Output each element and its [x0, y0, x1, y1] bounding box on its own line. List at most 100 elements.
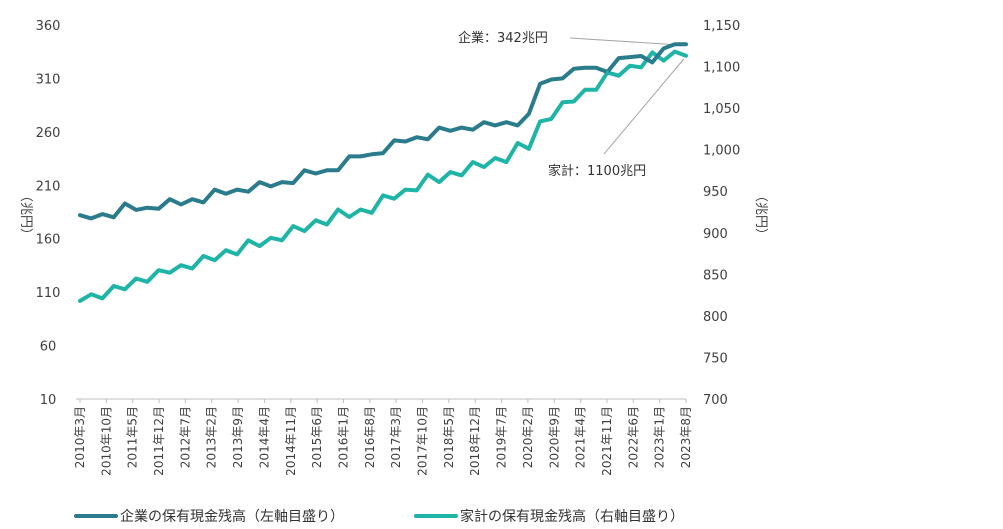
household-point — [460, 173, 464, 177]
corporate-point — [213, 188, 217, 192]
corporate-cash-line — [78, 42, 688, 221]
household-point — [572, 99, 576, 103]
corporate-point — [370, 152, 374, 156]
corporate-point — [460, 126, 464, 130]
corporate-point — [246, 190, 250, 194]
household-point — [561, 100, 565, 104]
left-tick-label: 210 — [36, 179, 61, 194]
corporate-point — [448, 129, 452, 133]
left-axis-label: （兆円） — [18, 189, 33, 241]
corporate-leader-line — [569, 37, 685, 46]
x-tick-label: 2013年9月 — [231, 406, 245, 468]
household-point — [639, 65, 643, 69]
x-tick-label: 2020年2月 — [521, 406, 535, 468]
corporate-point — [493, 123, 497, 127]
corporate-point — [291, 181, 295, 185]
x-tick-label: 2010年10月 — [99, 406, 113, 476]
household-point — [549, 117, 553, 121]
corporate-point — [650, 60, 654, 64]
corporate-point — [527, 112, 531, 116]
x-tick-label: 2015年6月 — [310, 406, 324, 468]
x-tick-label: 2013年2月 — [205, 406, 219, 468]
household-point — [359, 208, 363, 212]
corporate-point — [269, 184, 273, 188]
household-point — [650, 50, 654, 54]
x-tick-label: 2017年10月 — [416, 406, 430, 476]
annotation-lines — [569, 37, 685, 155]
left-tick-label: 10 — [40, 393, 57, 408]
x-tick-label: 2016年1月 — [336, 406, 350, 468]
household-point — [112, 284, 116, 288]
left-tick-label: 60 — [40, 340, 57, 355]
left-tick-label: 360 — [36, 19, 61, 34]
household-point — [258, 244, 262, 248]
household-point — [370, 211, 374, 215]
household-point — [201, 254, 205, 258]
household-point — [448, 170, 452, 174]
household-point — [392, 197, 396, 201]
household-point — [684, 54, 688, 58]
x-tick-label: 2022年6月 — [626, 406, 640, 468]
corporate-point — [381, 151, 385, 155]
household-point — [594, 88, 598, 92]
corporate-point — [504, 120, 508, 124]
x-tick-label: 2014年11月 — [284, 406, 298, 476]
household-point — [504, 160, 508, 164]
right-tick-label: 1,000 — [703, 144, 740, 159]
corporate-point — [347, 154, 351, 158]
corporate-point — [662, 47, 666, 51]
legend: 企業の保有現金残高（左軸目盛り） 家計の保有現金残高（右軸目盛り） — [74, 508, 684, 525]
left-tick-label: 110 — [36, 286, 61, 301]
right-tick-label: 1,100 — [703, 61, 740, 76]
household-point — [381, 193, 385, 197]
corporate-point — [258, 180, 262, 184]
corporate-annotation: 企業：342兆円 — [458, 30, 548, 46]
corporate-point — [415, 135, 419, 139]
household-leader-line — [603, 58, 685, 155]
household-point — [168, 271, 172, 275]
x-tick-label: 2018年12月 — [468, 406, 482, 476]
corporate-point — [123, 201, 127, 205]
corporate-point — [538, 82, 542, 86]
corporate-point — [684, 42, 688, 46]
right-axis-ticks: 700 750 800 850 900 950 1,000 1,050 1,100 1,150 — [703, 19, 740, 408]
household-point — [482, 165, 486, 169]
x-tick-label: 2014年4月 — [257, 406, 271, 468]
household-point — [100, 296, 104, 300]
legend-label-household: 家計の保有現金残高（右軸目盛り） — [460, 508, 684, 525]
corporate-point — [639, 54, 643, 58]
x-tick-label: 2021年11月 — [600, 406, 614, 476]
corporate-point — [179, 203, 183, 207]
corporate-point — [280, 180, 284, 184]
household-point — [134, 276, 138, 280]
corporate-point — [314, 172, 318, 176]
household-point — [426, 173, 430, 177]
x-tick-label: 2011年12月 — [152, 406, 166, 476]
right-tick-label: 700 — [703, 393, 728, 408]
household-point — [605, 70, 609, 74]
corporate-point — [235, 188, 239, 192]
corporate-point — [673, 42, 677, 46]
household-point — [145, 280, 149, 284]
corporate-point — [359, 154, 363, 158]
household-point — [527, 147, 531, 151]
x-tick-label: 2018年5月 — [442, 406, 456, 468]
corporate-point — [100, 212, 104, 216]
right-tick-label: 950 — [703, 185, 728, 200]
left-tick-label: 310 — [36, 72, 61, 87]
household-point — [538, 119, 542, 123]
right-tick-label: 850 — [703, 268, 728, 283]
x-tick-label: 2020年9月 — [547, 406, 561, 468]
right-tick-label: 1,050 — [703, 102, 740, 117]
corporate-point — [583, 66, 587, 70]
household-point — [302, 229, 306, 233]
household-point — [123, 287, 127, 291]
x-tick-label: 2011年5月 — [126, 406, 140, 468]
data-points — [78, 42, 688, 303]
household-point — [224, 248, 228, 252]
household-point — [347, 215, 351, 219]
household-point — [314, 218, 318, 222]
household-point — [179, 263, 183, 267]
corporate-point — [617, 56, 621, 60]
household-point — [157, 268, 161, 272]
